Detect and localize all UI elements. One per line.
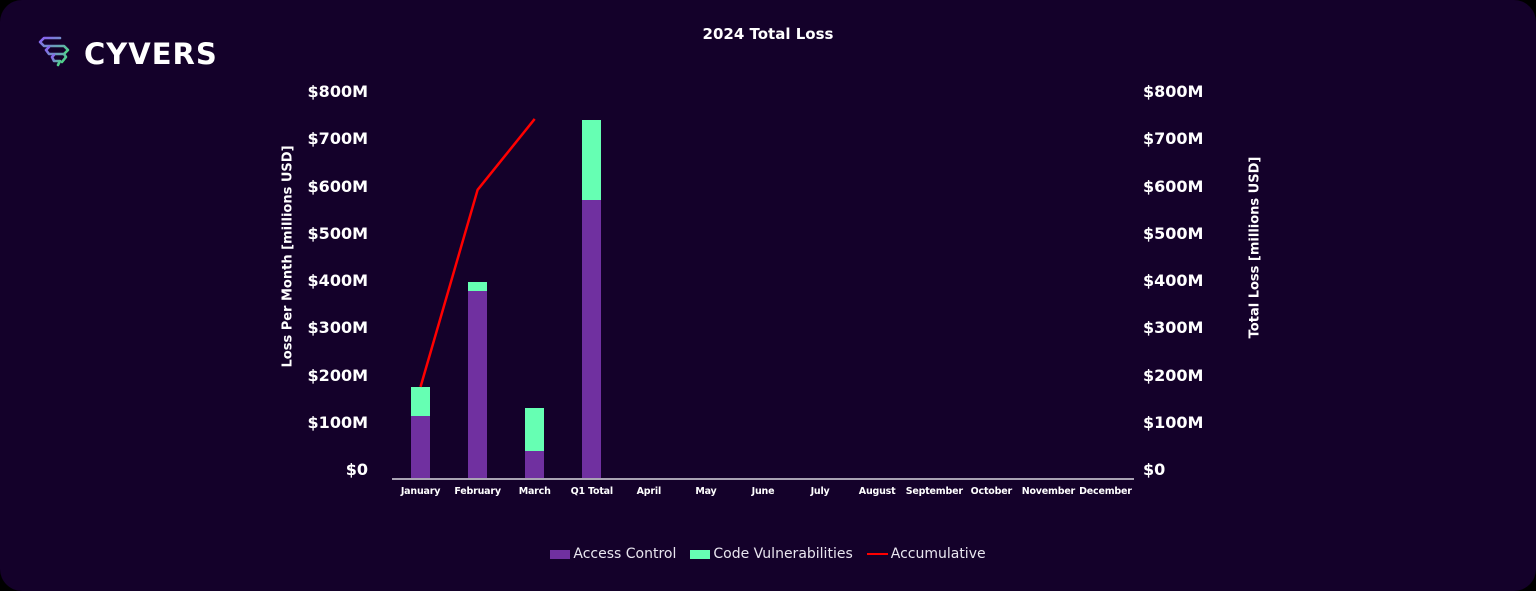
chart-legend: Access Control Code Vulnerabilities Accumu… (0, 546, 1536, 562)
legend-swatch-icon (866, 553, 888, 555)
legend-label: Accumulative (890, 546, 986, 562)
y-tick-label-left: $200M (307, 365, 368, 385)
bar-segment-code-vulnerabilities (411, 386, 431, 417)
legend-swatch-icon (550, 549, 571, 559)
y-tick-label-right: $600M (1143, 176, 1204, 196)
chart-title: 2024 Total Loss (702, 25, 834, 43)
bar-segment-code-vulnerabilities (525, 408, 545, 452)
y-tick-label-right: $800M (1143, 82, 1204, 101)
y-tick-label-right: $500M (1143, 223, 1204, 243)
legend-item-access-control: Access Control (550, 546, 676, 562)
y-tick-label-left: $600M (307, 176, 368, 196)
x-tick-label: May (695, 486, 717, 497)
bar-segment-code-vulnerabilities (582, 119, 602, 201)
legend-item-accumulative: Accumulative (866, 546, 986, 562)
y-tick-label-left: $0 (345, 460, 368, 479)
x-tick-label: April (636, 486, 662, 497)
brand-name: CYVERS (84, 37, 218, 71)
y-tick-label-right: $300M (1143, 318, 1204, 338)
legend-swatch-icon (690, 549, 711, 559)
y-tick-label-left: $500M (307, 223, 368, 243)
legend-label: Code Vulnerabilities (713, 546, 853, 562)
x-tick-label: March (518, 486, 551, 497)
legend-item-code-vulnerabilities: Code Vulnerabilities (690, 546, 853, 562)
x-tick-label: January (400, 486, 441, 497)
x-tick-label: July (810, 486, 830, 497)
y-tick-label-left: $300M (307, 318, 368, 338)
y-tick-label-left: $800M (307, 82, 368, 101)
bar-segment-access-control (411, 416, 431, 479)
y-tick-label-left: $700M (307, 129, 368, 149)
brand-logo: CYVERS (38, 36, 218, 72)
y-tick-label-right: $200M (1143, 365, 1204, 385)
bar-segment-code-vulnerabilities (468, 281, 488, 292)
x-tick-label: Q1 Total (570, 486, 614, 497)
y-tick-label-right: $400M (1143, 271, 1204, 290)
x-axis-line (392, 478, 1134, 480)
bar-segment-access-control (582, 200, 602, 479)
cyvers-logo-icon (38, 36, 74, 72)
x-tick-label: August (858, 486, 896, 497)
x-tick-label: February (454, 486, 501, 497)
x-tick-label: October (970, 486, 1013, 497)
y-tick-label-left: $100M (307, 412, 368, 432)
x-tick-label: December (1079, 486, 1132, 497)
bar-segment-access-control (468, 291, 488, 479)
y-tick-label-right: $100M (1143, 412, 1204, 432)
x-tick-label: June (751, 486, 775, 497)
x-tick-label: September (905, 486, 963, 497)
legend-label: Access Control (573, 546, 677, 562)
bar-segment-access-control (525, 451, 545, 479)
x-tick-label: November (1021, 486, 1076, 497)
y-tick-label-right: $700M (1143, 129, 1204, 149)
y-tick-label-left: $400M (307, 271, 368, 290)
y-tick-label-right: $0 (1143, 460, 1166, 479)
